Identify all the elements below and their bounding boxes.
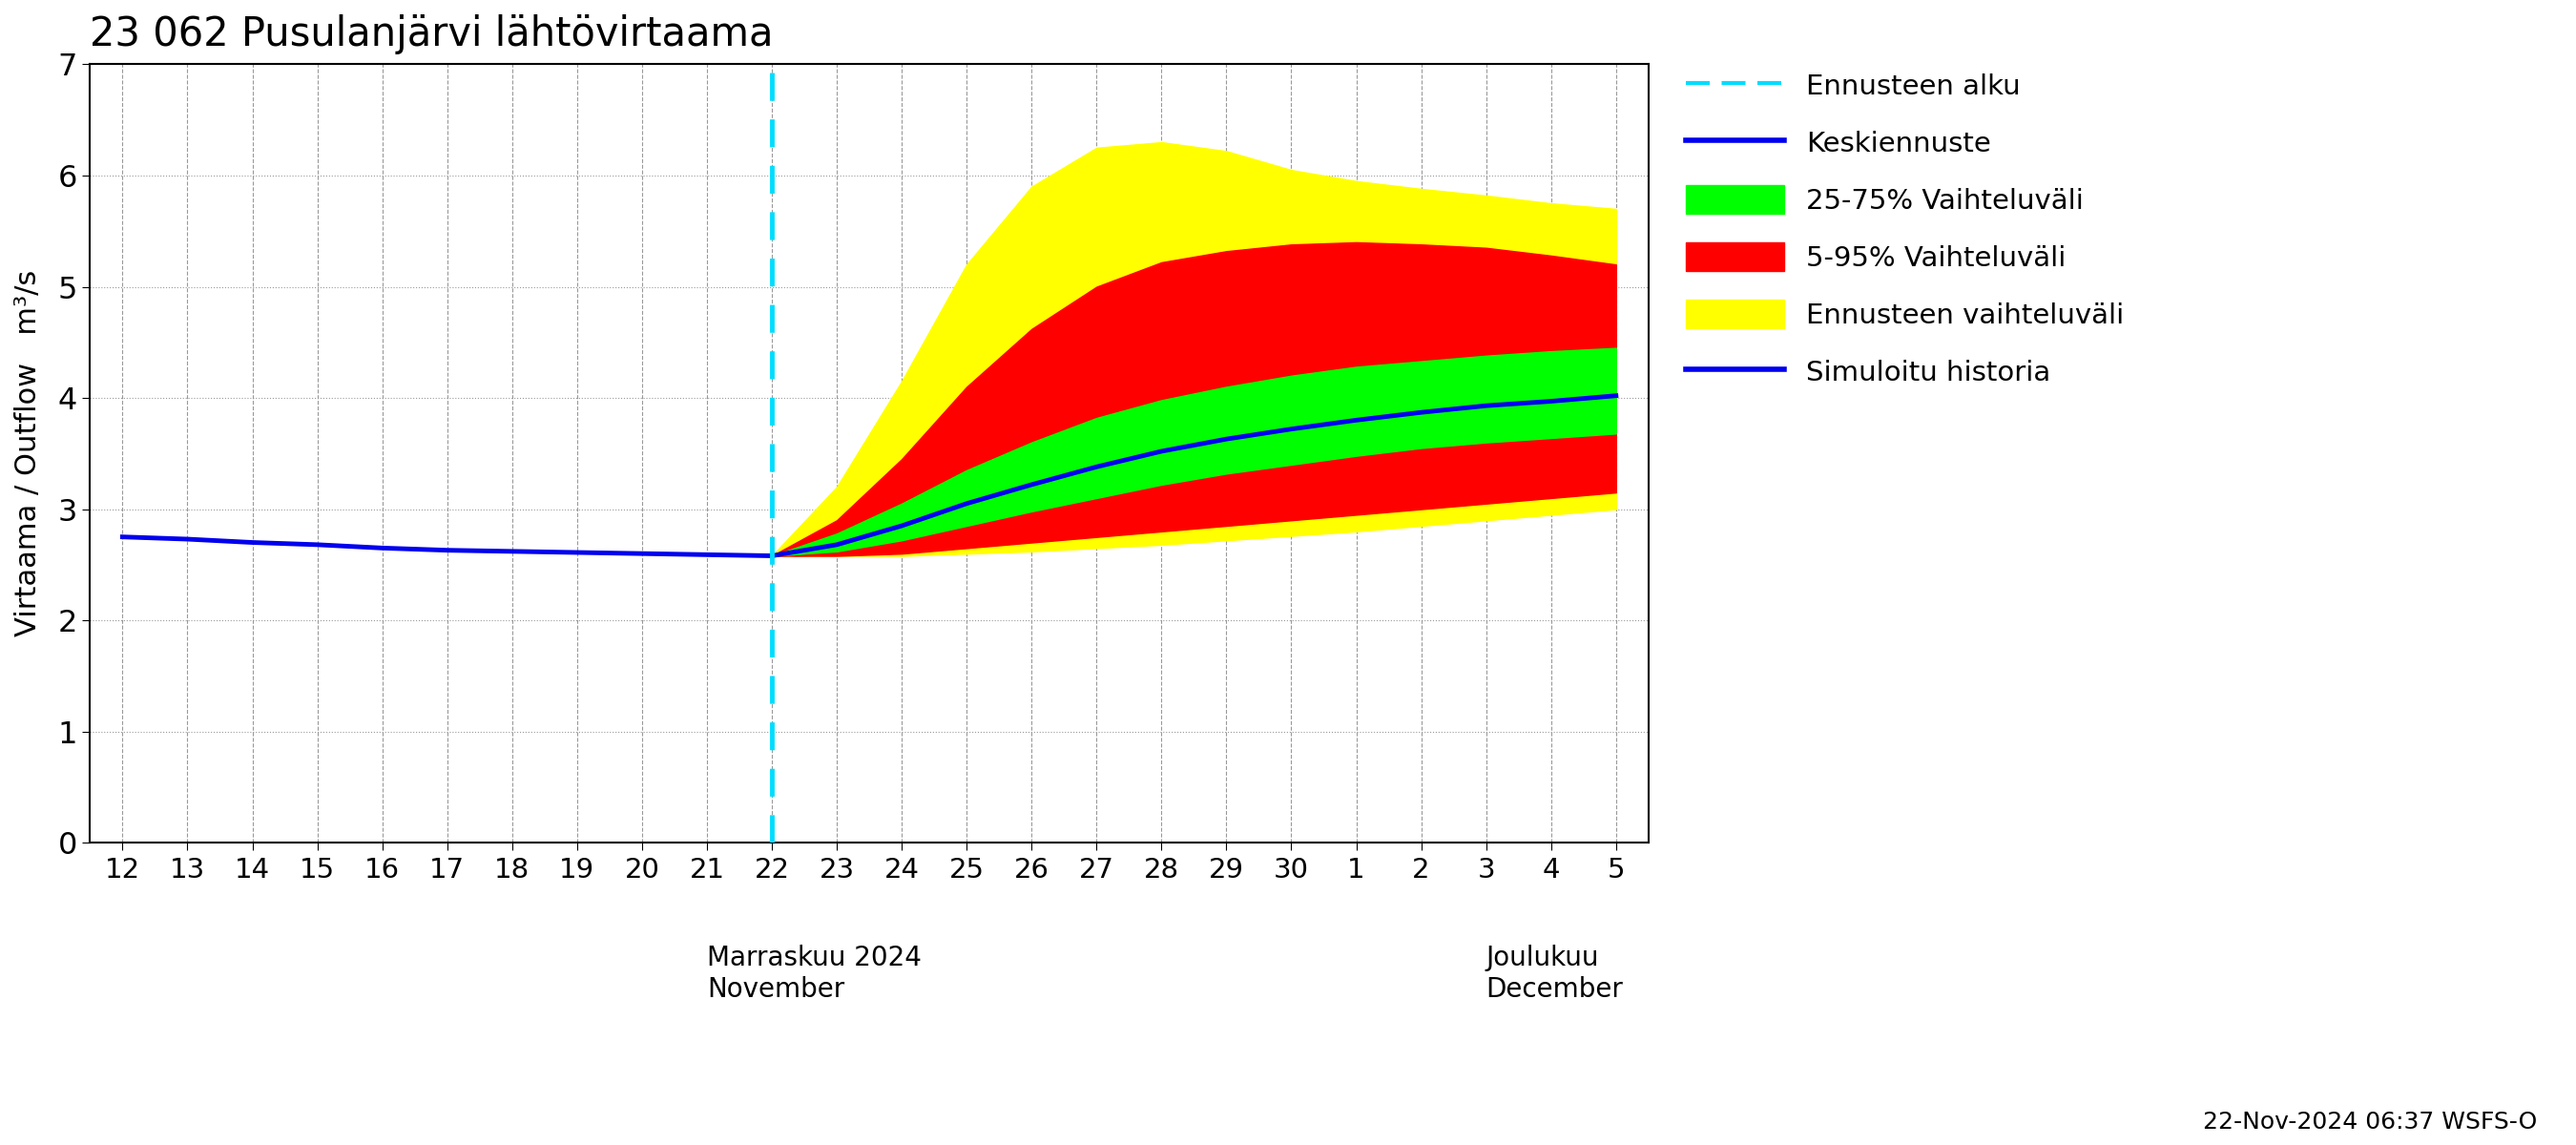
Text: 22-Nov-2024 06:37 WSFS-O: 22-Nov-2024 06:37 WSFS-O	[2202, 1111, 2537, 1134]
Y-axis label: Virtaama / Outflow   m³/s: Virtaama / Outflow m³/s	[15, 270, 41, 637]
Legend: Ennusteen alku, Keskiennuste, 25-75% Vaihteluväli, 5-95% Vaihteluväli, Ennusteen: Ennusteen alku, Keskiennuste, 25-75% Vai…	[1677, 63, 2133, 395]
Text: 23 062 Pusulanjärvi lähtövirtaama: 23 062 Pusulanjärvi lähtövirtaama	[90, 14, 773, 54]
Text: Marraskuu 2024
November: Marraskuu 2024 November	[706, 945, 922, 1003]
Text: Joulukuu
December: Joulukuu December	[1486, 945, 1623, 1003]
